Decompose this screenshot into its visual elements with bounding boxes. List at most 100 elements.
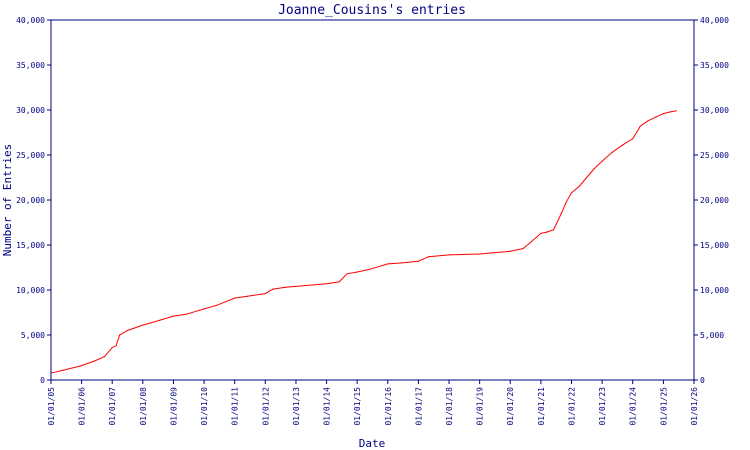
data-point bbox=[560, 212, 562, 215]
x-axis-title: Date bbox=[359, 437, 386, 450]
y-tick-label-left: 20,000 bbox=[16, 196, 45, 205]
data-point bbox=[387, 263, 389, 265]
x-tick-label: 01/01/26 bbox=[690, 387, 699, 426]
x-tick-label: 01/01/23 bbox=[598, 387, 607, 426]
x-tick-label: 01/01/18 bbox=[445, 387, 454, 426]
y-tick-label-right: 15,000 bbox=[700, 241, 729, 250]
data-point bbox=[417, 260, 419, 262]
data-point bbox=[63, 369, 65, 371]
data-point bbox=[675, 110, 677, 112]
data-point bbox=[578, 185, 580, 188]
data-point bbox=[142, 324, 144, 326]
data-point bbox=[570, 192, 573, 194]
data-point bbox=[662, 113, 665, 115]
y-axis-left: 0 5,000 10,000 15,000 20,000 25,000 30,000 35,0… bbox=[16, 16, 51, 385]
plot-frame bbox=[50, 19, 695, 381]
data-point bbox=[621, 144, 624, 146]
data-point bbox=[154, 320, 157, 323]
y-tick-label-left: 5,000 bbox=[21, 331, 45, 340]
data-point bbox=[346, 273, 348, 275]
y-tick-label-right: 30,000 bbox=[700, 106, 729, 115]
y-tick-label-right: 35,000 bbox=[700, 61, 729, 70]
data-point bbox=[51, 372, 53, 374]
y-tick-label-left: 35,000 bbox=[16, 61, 45, 70]
x-tick-label: 01/01/06 bbox=[78, 387, 87, 426]
chart-title: Joanne_Cousins's entries bbox=[278, 3, 466, 18]
data-point bbox=[93, 360, 95, 362]
data-point bbox=[479, 253, 481, 255]
x-tick-label: 01/01/15 bbox=[353, 387, 362, 426]
data-point bbox=[172, 315, 175, 317]
data-point bbox=[115, 345, 117, 347]
series-layer bbox=[51, 110, 677, 374]
x-axis: 01/01/05 01/01/06 01/01/07 01/01/08 01/01/09… bbox=[47, 380, 699, 426]
data-point bbox=[530, 241, 532, 243]
y-tick-label-left: 0 bbox=[40, 376, 45, 385]
data-point bbox=[234, 297, 236, 299]
y-tick-label-right: 40,000 bbox=[700, 16, 729, 25]
data-point bbox=[586, 176, 588, 179]
data-point bbox=[655, 116, 657, 118]
data-point bbox=[522, 248, 524, 250]
x-tick-label: 01/01/24 bbox=[629, 387, 638, 426]
data-point bbox=[639, 125, 641, 127]
y-axis-right: 0 5,000 10,000 15,000 20,000 25,000 30,000 35,0… bbox=[694, 16, 729, 385]
x-tick-label: 01/01/10 bbox=[200, 387, 209, 426]
data-point bbox=[509, 250, 511, 252]
data-point bbox=[399, 262, 402, 264]
data-point bbox=[216, 304, 218, 306]
y-tick-label-left: 40,000 bbox=[16, 16, 45, 25]
data-point bbox=[593, 167, 596, 170]
data-point bbox=[81, 365, 83, 367]
data-point bbox=[448, 254, 450, 256]
y-tick-label-right: 20,000 bbox=[700, 196, 729, 205]
data-point bbox=[185, 313, 187, 315]
x-tick-label: 01/01/05 bbox=[47, 387, 56, 426]
y-tick-label-left: 30,000 bbox=[16, 106, 45, 115]
data-point bbox=[632, 138, 634, 140]
x-tick-label: 01/01/13 bbox=[292, 387, 301, 426]
x-tick-label: 01/01/14 bbox=[323, 387, 332, 426]
y-tick-label-left: 15,000 bbox=[16, 241, 45, 250]
data-point bbox=[285, 286, 287, 288]
x-tick-label: 01/01/21 bbox=[537, 387, 546, 426]
data-point bbox=[295, 285, 297, 287]
data-point bbox=[126, 329, 128, 332]
x-tick-label: 01/01/17 bbox=[414, 387, 423, 426]
data-point bbox=[565, 201, 568, 203]
data-point bbox=[272, 288, 274, 290]
x-tick-label: 01/01/22 bbox=[568, 387, 577, 426]
data-point bbox=[246, 295, 248, 297]
data-point bbox=[647, 120, 649, 122]
plot-border bbox=[50, 19, 695, 381]
data-point bbox=[356, 271, 358, 273]
x-tick-label: 01/01/16 bbox=[384, 387, 393, 426]
y-tick-label-right: 5,000 bbox=[700, 331, 724, 340]
x-tick-label: 01/01/25 bbox=[659, 387, 668, 426]
data-point bbox=[611, 151, 613, 153]
data-point bbox=[338, 281, 340, 283]
y-tick-label-left: 10,000 bbox=[16, 286, 45, 295]
x-tick-label: 01/01/12 bbox=[261, 387, 270, 426]
data-point bbox=[264, 293, 266, 295]
data-point bbox=[111, 347, 113, 349]
data-point bbox=[203, 308, 205, 310]
y-tick-label-right: 0 bbox=[700, 376, 705, 385]
data-point bbox=[119, 334, 121, 336]
x-tick-label: 01/01/19 bbox=[476, 387, 485, 426]
data-point bbox=[427, 256, 430, 258]
series-line bbox=[52, 110, 677, 374]
x-tick-label: 01/01/08 bbox=[139, 387, 148, 426]
data-point bbox=[553, 229, 555, 231]
data-point bbox=[326, 283, 328, 285]
y-axis-title: Number of Entries bbox=[1, 144, 14, 257]
data-point bbox=[540, 232, 542, 234]
y-tick-label-right: 10,000 bbox=[700, 286, 729, 295]
x-tick-label: 01/01/11 bbox=[231, 387, 240, 426]
x-tick-label: 01/01/09 bbox=[169, 387, 178, 426]
data-point bbox=[545, 231, 547, 233]
y-tick-label-right: 25,000 bbox=[700, 151, 729, 160]
x-tick-label: 01/01/07 bbox=[108, 387, 117, 426]
